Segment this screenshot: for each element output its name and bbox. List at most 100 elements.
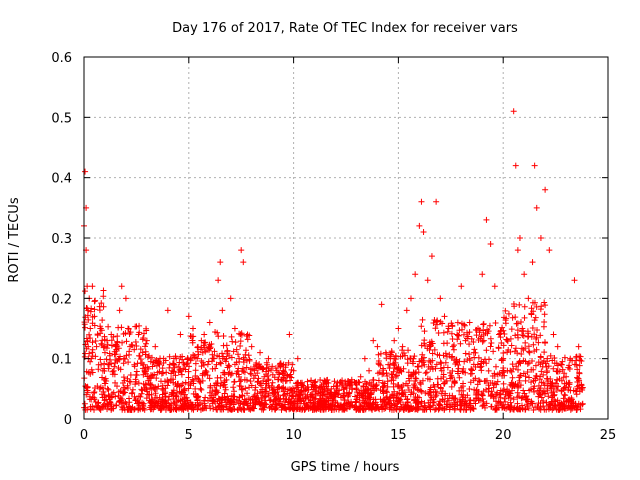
data-point-bg [557, 401, 564, 408]
data-point-bg [559, 406, 566, 413]
data-point-bg [530, 341, 537, 348]
data-point-bg [132, 378, 139, 385]
data-point-bg [407, 391, 414, 398]
data-point [487, 241, 494, 248]
data-point-bg [244, 390, 251, 397]
data-point-bg [371, 387, 378, 394]
data-point-bg [561, 391, 568, 398]
data-point-bg [535, 390, 542, 397]
data-point [445, 325, 452, 332]
data-point [261, 373, 268, 380]
data-point-bg [544, 387, 551, 394]
y-tick-label: 0.3 [51, 232, 72, 247]
data-point [403, 307, 410, 314]
data-point-bg [392, 359, 399, 366]
data-point-bg [188, 378, 195, 385]
data-point-bg [578, 358, 585, 365]
data-point-bg [256, 364, 263, 371]
data-point-bg [551, 396, 558, 403]
data-point-bg [377, 362, 384, 369]
data-point-bg [400, 365, 407, 372]
data-point-bg [522, 393, 529, 400]
data-point [99, 367, 106, 374]
data-point-bg [171, 399, 178, 406]
data-point-bg [100, 287, 107, 294]
data-point-bg [542, 302, 549, 309]
data-point [510, 108, 517, 115]
data-point [148, 373, 155, 380]
data-point-bg [242, 351, 249, 358]
x-tick-label: 25 [600, 428, 617, 443]
data-point-bg [216, 403, 223, 410]
data-point-bg [554, 386, 561, 393]
data-point-bg [177, 354, 184, 361]
data-point-bg [283, 396, 290, 403]
data-point-bg [341, 396, 348, 403]
data-point-bg [138, 390, 145, 397]
data-point-bg [426, 404, 433, 411]
data-point-bg [206, 343, 213, 350]
data-point-bg [384, 378, 391, 385]
data-point-bg [103, 345, 110, 352]
data-point-bg [272, 365, 279, 372]
data-point-bg [178, 371, 185, 378]
data-point-bg [515, 360, 522, 367]
data-point-bg [398, 368, 405, 375]
x-tick-labels: 0 5 10 15 20 25 [80, 428, 616, 443]
data-point-bg [576, 370, 583, 377]
data-point-bg [574, 403, 581, 410]
data-point-bg [284, 372, 291, 379]
data-point-bg [419, 377, 426, 384]
data-point-bg [126, 351, 133, 358]
data-point [82, 168, 89, 175]
data-point-bg [257, 363, 264, 370]
data-point-bg [524, 369, 531, 376]
data-point-bg [141, 369, 148, 376]
data-point-bg [416, 358, 423, 365]
data-point [420, 228, 427, 235]
data-point-bg [260, 377, 267, 384]
data-point-bg [295, 391, 302, 398]
data-point [496, 331, 503, 338]
data-point [319, 391, 326, 398]
data-point-bg [178, 382, 185, 389]
data-point-bg [433, 392, 440, 399]
data-point-bg [459, 383, 466, 390]
data-point-bg [92, 353, 99, 360]
data-point-bg [517, 319, 524, 326]
data-point-bg [516, 393, 523, 400]
data-point-bg [331, 378, 338, 385]
data-point [558, 361, 565, 368]
data-point-bg [491, 370, 498, 377]
data-point-bg [531, 348, 538, 355]
data-point-bg [166, 353, 173, 360]
data-point [257, 349, 264, 356]
data-point-bg [488, 403, 495, 410]
data-point-bg [404, 395, 411, 402]
data-point-bg [393, 365, 400, 372]
data-point-bg [458, 326, 465, 333]
data-point [160, 355, 167, 362]
data-point-bg [297, 398, 304, 405]
data-point-bg [187, 333, 194, 340]
data-point-bg [441, 405, 448, 412]
data-point-bg [480, 321, 487, 328]
data-point-bg [188, 355, 195, 362]
data-point-bg [576, 353, 583, 360]
data-point [244, 331, 251, 338]
data-point-bg [440, 329, 447, 336]
data-point-bg [220, 342, 227, 349]
data-point-bg [270, 390, 277, 397]
data-point-bg [121, 405, 128, 412]
data-point-bg [540, 358, 547, 365]
grid [84, 57, 608, 419]
data-point [315, 385, 322, 392]
data-point-bg [263, 364, 270, 371]
data-point-bg [482, 330, 489, 337]
data-point [537, 235, 544, 241]
axis-ticks [83, 56, 609, 420]
data-point-bg [464, 356, 471, 363]
data-point-bg [520, 370, 527, 377]
data-point-bg [279, 377, 286, 384]
data-point-bg [145, 391, 152, 398]
